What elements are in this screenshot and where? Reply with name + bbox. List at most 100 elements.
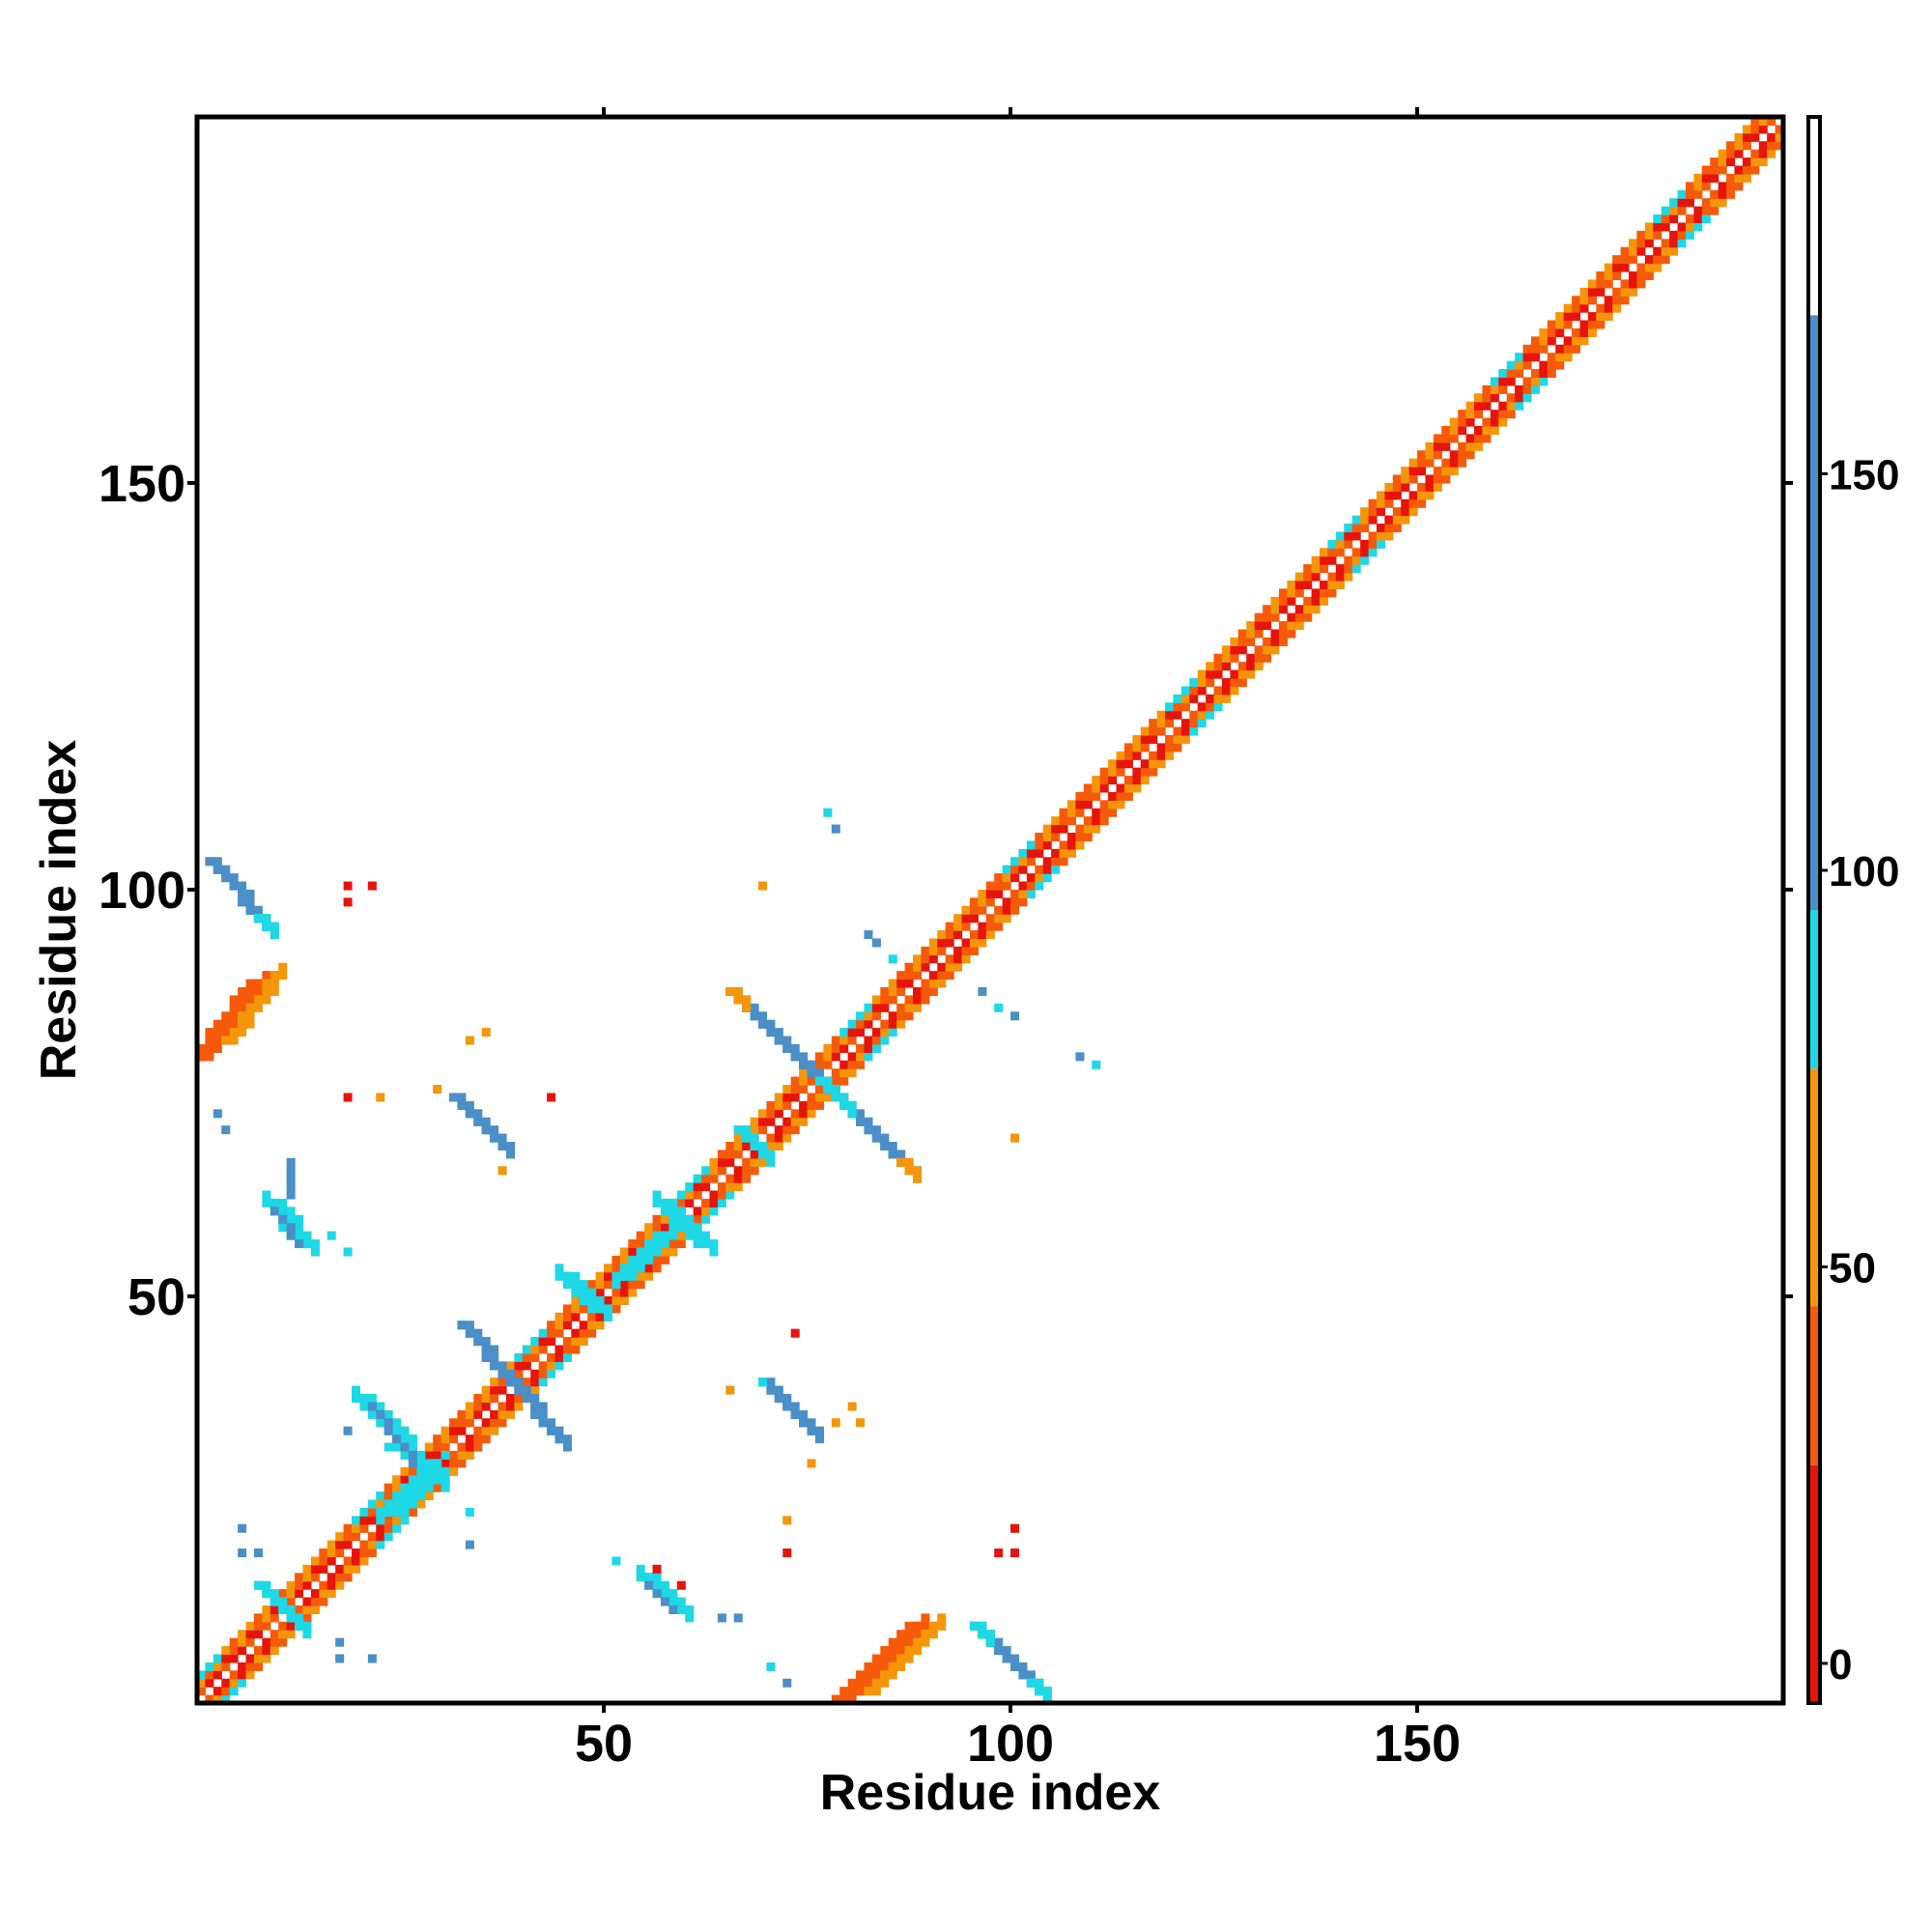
heatmap-cell: [928, 1621, 938, 1631]
heatmap-cell: [571, 1280, 581, 1290]
heatmap-cell: [913, 1630, 923, 1639]
heatmap-cell: [351, 1556, 361, 1566]
heatmap-cell: [245, 1630, 255, 1639]
heatmap-cell: [1213, 669, 1223, 679]
heatmap-cell: [742, 995, 752, 1005]
heatmap-cell: [481, 1418, 491, 1428]
heatmap-cell: [1392, 515, 1402, 525]
heatmap-cell: [1026, 1678, 1036, 1688]
heatmap-cell: [693, 1207, 702, 1216]
heatmap-cell: [725, 1141, 735, 1151]
heatmap-cell: [1246, 629, 1256, 639]
heatmap-cell: [896, 1011, 906, 1021]
heatmap-cell: [481, 1345, 491, 1354]
heatmap-cell: [1278, 629, 1288, 639]
heatmap-cell: [758, 1019, 768, 1029]
heatmap-cell: [562, 1442, 572, 1452]
heatmap-cell: [904, 1003, 914, 1012]
heatmap-cell: [213, 1109, 222, 1119]
heatmap-cell: [1547, 327, 1556, 337]
heatmap-cell: [1726, 157, 1736, 167]
heatmap-cell: [1303, 564, 1313, 574]
heatmap-cell: [782, 1678, 792, 1688]
heatmap-cell: [1221, 653, 1231, 663]
heatmap-cell: [359, 1548, 369, 1558]
heatmap-cell: [1165, 751, 1175, 760]
heatmap-cell: [587, 1295, 597, 1305]
heatmap-cell: [1629, 287, 1638, 297]
heatmap-cell: [1180, 734, 1190, 744]
heatmap-cell: [286, 1174, 296, 1183]
heatmap-cell: [644, 1223, 654, 1233]
heatmap-cell: [1026, 889, 1036, 898]
heatmap-cell: [278, 1214, 288, 1224]
heatmap-cell: [856, 1052, 866, 1062]
heatmap-cell: [286, 1166, 296, 1176]
heatmap-cell: [1629, 279, 1638, 289]
heatmap-cell: [1221, 686, 1231, 696]
heatmap-cell: [408, 1492, 417, 1501]
heatmap-cell: [490, 1345, 499, 1354]
heatmap-cell: [880, 1141, 890, 1151]
heatmap-cell: [392, 1492, 402, 1501]
heatmap-cell: [766, 1117, 776, 1126]
heatmap-cell: [1604, 263, 1613, 272]
heatmap-cell: [685, 1613, 695, 1623]
heatmap-cell: [1408, 474, 1418, 484]
heatmap-cell: [319, 1580, 328, 1590]
heatmap-cell: [1335, 539, 1345, 549]
heatmap-cell: [668, 1207, 678, 1216]
heatmap-cell: [514, 1369, 524, 1378]
heatmap-cell: [774, 1093, 783, 1102]
heatmap-cell: [1417, 482, 1427, 492]
heatmap-cell: [1270, 612, 1280, 622]
heatmap-cell: [978, 889, 987, 898]
heatmap-cell: [221, 1694, 231, 1704]
heatmap-cell: [1018, 1662, 1028, 1671]
heatmap-cell: [376, 1409, 385, 1419]
heatmap-cell: [1221, 645, 1231, 655]
heatmap-cell: [937, 930, 947, 940]
heatmap-cell: [1710, 157, 1719, 167]
heatmap-cell: [490, 1352, 499, 1362]
heatmap-cell: [1278, 621, 1288, 631]
heatmap-cell: [1392, 524, 1402, 533]
heatmap-cell: [1636, 230, 1646, 240]
heatmap-cell: [286, 1157, 296, 1167]
heatmap-cell: [408, 1483, 417, 1492]
heatmap-cell: [937, 971, 947, 980]
heatmap-cell: [367, 1507, 377, 1517]
heatmap-cell: [1718, 157, 1727, 167]
heatmap-cell: [1165, 710, 1175, 720]
heatmap-cell: [1522, 377, 1532, 386]
heatmap-cell: [229, 1646, 239, 1656]
heatmap-cell: [1189, 686, 1199, 696]
heatmap-cell: [701, 1231, 711, 1240]
heatmap-cell: [229, 1036, 239, 1045]
heatmap-cell: [408, 1442, 417, 1452]
heatmap-cell: [1165, 734, 1175, 744]
heatmap-cell: [253, 995, 263, 1005]
heatmap-cell: [1482, 401, 1492, 411]
heatmap-cell: [742, 1157, 752, 1167]
heatmap-cell: [660, 1247, 669, 1257]
heatmap-cell: [1327, 588, 1337, 598]
heatmap-cell: [1010, 1133, 1020, 1143]
heatmap-cell: [1116, 783, 1125, 793]
heatmap-cell: [465, 1402, 474, 1411]
heatmap-cell: [652, 1589, 662, 1599]
heatmap-cell: [376, 1516, 385, 1525]
heatmap-cell: [921, 979, 930, 988]
heatmap-cell: [628, 1255, 638, 1264]
heatmap-cell: [1579, 327, 1589, 337]
heatmap-cell: [904, 1646, 914, 1656]
heatmap-cell: [310, 1573, 320, 1582]
heatmap-cell: [262, 971, 271, 980]
heatmap-cell: [896, 1662, 906, 1671]
heatmap-cell: [1311, 605, 1321, 614]
heatmap-cell: [1661, 246, 1670, 256]
heatmap-cell: [319, 1564, 328, 1574]
heatmap-cell: [864, 1003, 873, 1012]
heatmap-cell: [856, 1028, 866, 1037]
heatmap-cell: [1173, 694, 1182, 703]
